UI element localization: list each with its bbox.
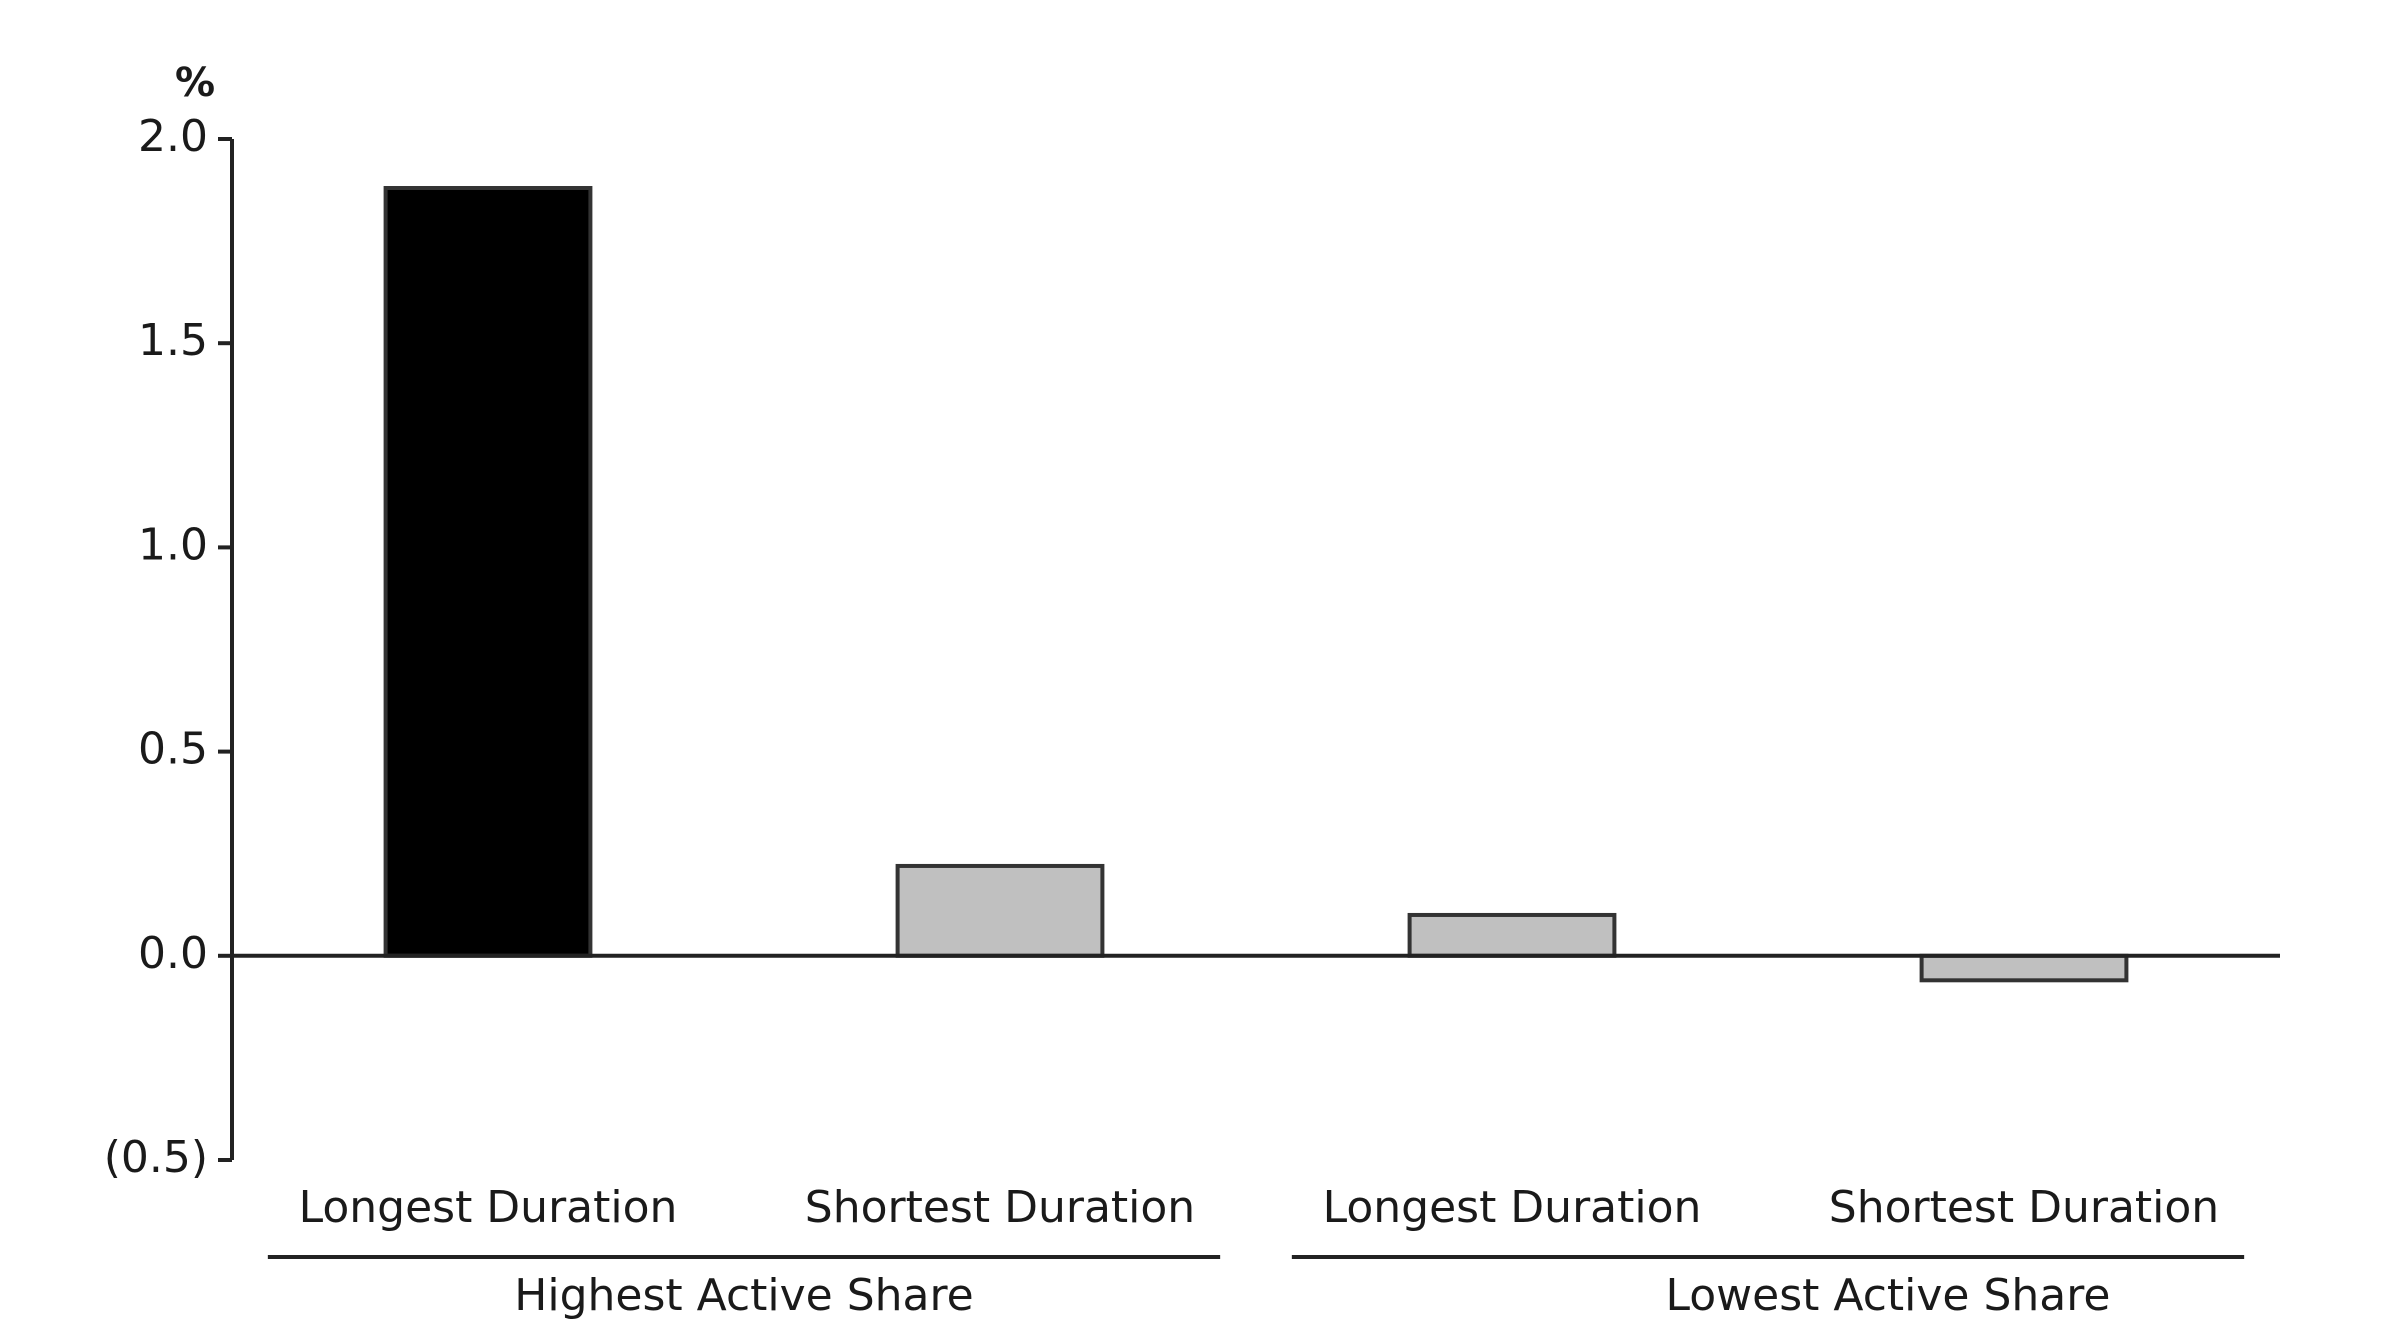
- y-tick-label: 2.0: [138, 111, 208, 162]
- y-tick-label: (0.5): [104, 1132, 208, 1183]
- bar: [383, 186, 593, 958]
- y-tick-label: 1.5: [138, 315, 208, 366]
- y-tick-label: 0.0: [138, 928, 208, 979]
- y-tick-label: 0.5: [138, 724, 208, 775]
- group-label: Highest Active Share: [514, 1270, 973, 1321]
- x-tick-label: Longest Duration: [299, 1182, 678, 1233]
- group-label: Lowest Active Share: [1666, 1270, 2111, 1321]
- x-tick-label: Shortest Duration: [805, 1182, 1195, 1233]
- y-tick-label: 1.0: [138, 519, 208, 570]
- bar: [895, 863, 1105, 958]
- bar: [1919, 953, 2129, 983]
- bar: [1407, 912, 1617, 958]
- x-tick-label: Shortest Duration: [1829, 1182, 2219, 1233]
- x-tick-label: Longest Duration: [1323, 1182, 1702, 1233]
- y-unit-label: %: [175, 60, 215, 106]
